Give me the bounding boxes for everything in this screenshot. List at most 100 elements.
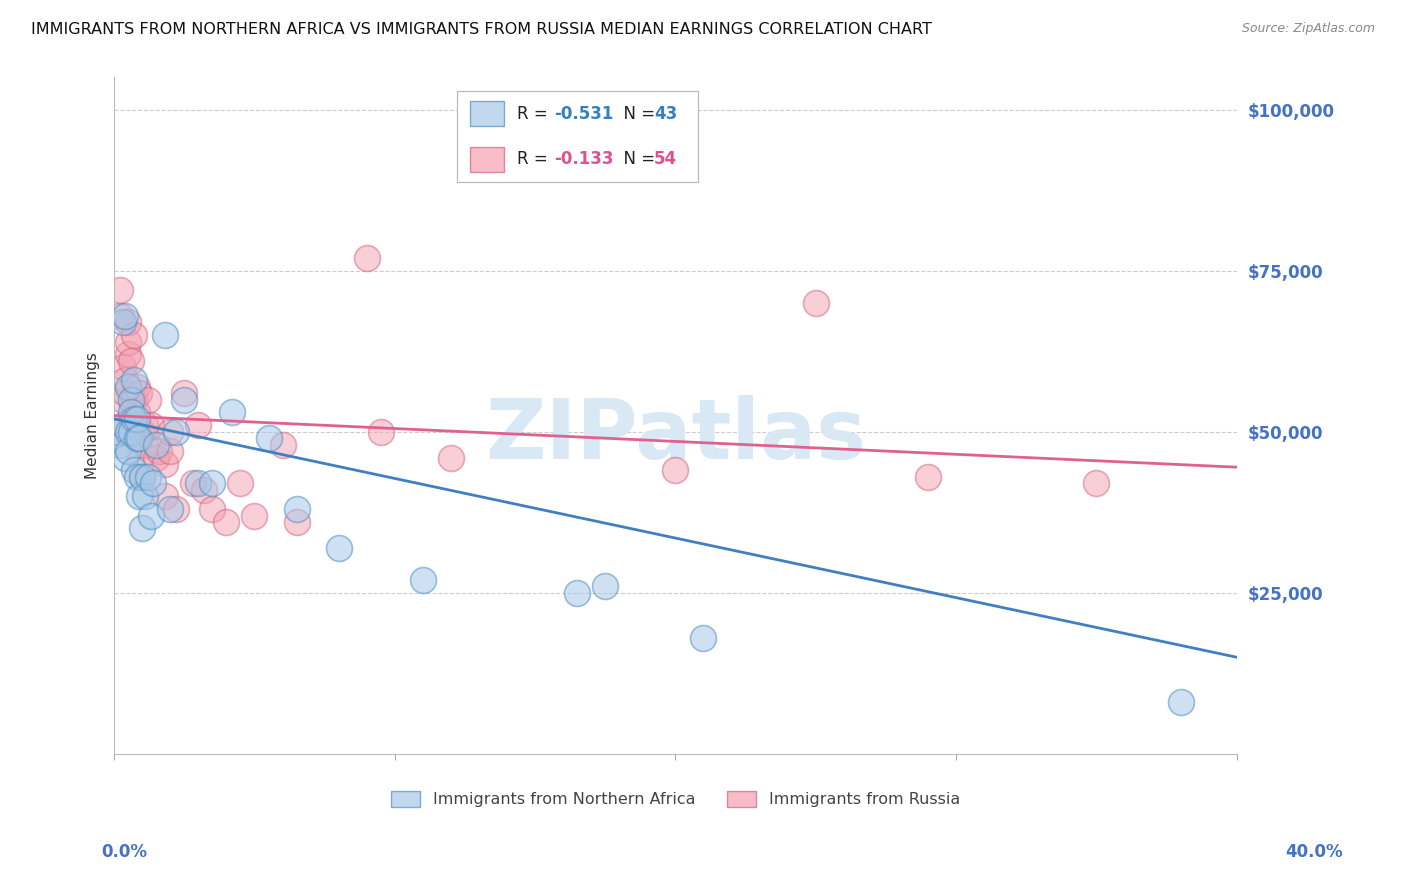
Point <box>136 392 159 407</box>
Point <box>136 470 159 484</box>
Point <box>128 489 150 503</box>
Point <box>567 586 589 600</box>
Point <box>122 392 145 407</box>
Point <box>105 425 128 439</box>
Legend: Immigrants from Northern Africa, Immigrants from Russia: Immigrants from Northern Africa, Immigra… <box>385 784 966 814</box>
FancyBboxPatch shape <box>470 147 503 172</box>
Point <box>122 463 145 477</box>
Point <box>117 315 139 329</box>
Point <box>111 392 134 407</box>
Point <box>153 328 176 343</box>
Text: N =: N = <box>613 104 659 123</box>
Point <box>117 425 139 439</box>
Point <box>120 412 142 426</box>
Point <box>125 405 148 419</box>
Text: 40.0%: 40.0% <box>1285 843 1343 861</box>
Point <box>221 405 243 419</box>
Point <box>128 450 150 465</box>
Point <box>917 470 939 484</box>
Point <box>111 315 134 329</box>
Point <box>142 476 165 491</box>
Point <box>440 450 463 465</box>
Point <box>229 476 252 491</box>
Text: -0.133: -0.133 <box>554 151 613 169</box>
FancyBboxPatch shape <box>457 91 697 182</box>
Text: R =: R = <box>517 151 553 169</box>
Text: ZIPatlas: ZIPatlas <box>485 395 866 476</box>
Point <box>105 425 128 439</box>
Point <box>153 489 176 503</box>
Text: -0.531: -0.531 <box>554 104 613 123</box>
Text: 54: 54 <box>654 151 678 169</box>
Point <box>370 425 392 439</box>
Point <box>117 444 139 458</box>
Point <box>120 354 142 368</box>
Point <box>120 425 142 439</box>
Point <box>664 463 686 477</box>
Point <box>131 470 153 484</box>
Text: IMMIGRANTS FROM NORTHERN AFRICA VS IMMIGRANTS FROM RUSSIA MEDIAN EARNINGS CORREL: IMMIGRANTS FROM NORTHERN AFRICA VS IMMIG… <box>31 22 932 37</box>
Point <box>108 437 131 451</box>
Point <box>356 251 378 265</box>
Point <box>285 515 308 529</box>
Point <box>804 296 827 310</box>
Point <box>111 418 134 433</box>
Point <box>125 412 148 426</box>
Point <box>114 386 136 401</box>
Point <box>111 360 134 375</box>
Point <box>125 431 148 445</box>
Point <box>131 521 153 535</box>
Point <box>201 476 224 491</box>
Point <box>165 502 187 516</box>
Point <box>159 502 181 516</box>
Text: 0.0%: 0.0% <box>101 843 148 861</box>
Point <box>173 386 195 401</box>
Point <box>165 425 187 439</box>
Point <box>692 631 714 645</box>
Point <box>125 470 148 484</box>
Point <box>120 405 142 419</box>
Point <box>122 373 145 387</box>
Point <box>1085 476 1108 491</box>
Point <box>159 444 181 458</box>
Point <box>328 541 350 555</box>
Point <box>122 328 145 343</box>
Point <box>108 309 131 323</box>
Point <box>1170 695 1192 709</box>
Point <box>114 373 136 387</box>
Point <box>134 489 156 503</box>
Point <box>125 431 148 445</box>
Point <box>117 334 139 349</box>
Point <box>145 450 167 465</box>
Point <box>114 309 136 323</box>
Text: 43: 43 <box>654 104 678 123</box>
Point <box>117 379 139 393</box>
Point <box>131 425 153 439</box>
Point <box>122 412 145 426</box>
Text: R =: R = <box>517 104 553 123</box>
Point <box>173 392 195 407</box>
Point <box>187 476 209 491</box>
Point <box>134 418 156 433</box>
Point <box>131 470 153 484</box>
Point <box>125 379 148 393</box>
Point <box>187 418 209 433</box>
Point <box>128 386 150 401</box>
Text: Source: ZipAtlas.com: Source: ZipAtlas.com <box>1241 22 1375 36</box>
Point <box>271 437 294 451</box>
Point <box>153 457 176 471</box>
Point <box>412 573 434 587</box>
Point <box>117 347 139 361</box>
Point <box>145 437 167 451</box>
Point <box>257 431 280 445</box>
Point <box>593 579 616 593</box>
Point <box>108 283 131 297</box>
Point <box>148 444 170 458</box>
Point <box>215 515 238 529</box>
Point <box>128 431 150 445</box>
Point <box>139 418 162 433</box>
Y-axis label: Median Earnings: Median Earnings <box>86 352 100 479</box>
Point <box>285 502 308 516</box>
Point <box>243 508 266 523</box>
Point <box>114 450 136 465</box>
